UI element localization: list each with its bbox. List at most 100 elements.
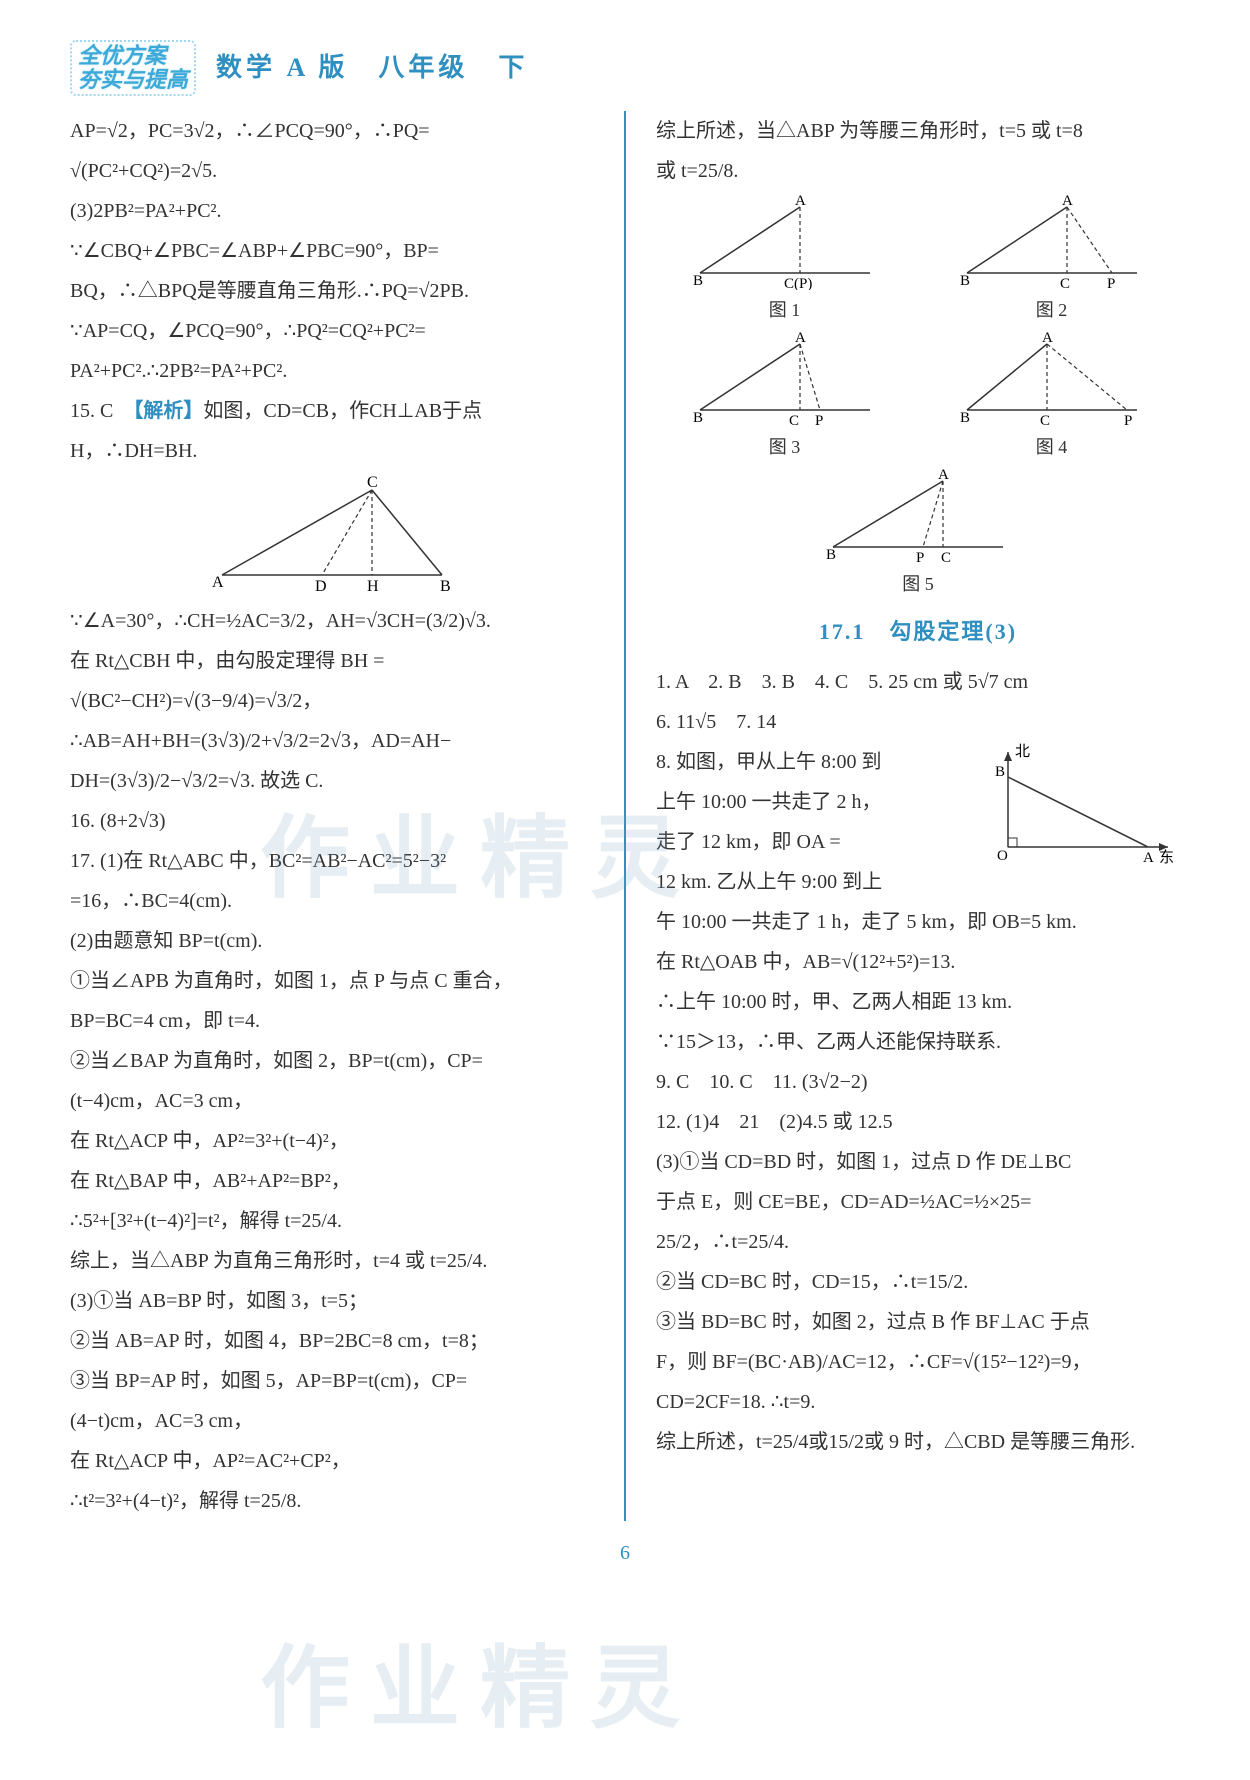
logo-line1: 全优方案 bbox=[78, 44, 188, 68]
r-p21: CD=2CF=18. ∴t=9. bbox=[656, 1382, 1180, 1422]
l-p29: ③当 BP=AP 时，如图 5，AP=BP=t(cm)，CP= bbox=[70, 1361, 594, 1401]
svg-text:P: P bbox=[916, 550, 924, 564]
page-number: 6 bbox=[70, 1533, 1180, 1573]
svg-text:D: D bbox=[315, 578, 327, 595]
svg-text:C: C bbox=[941, 550, 951, 564]
fig5-label: 图 5 bbox=[818, 566, 1018, 602]
figure-4: B A C P 图 4 bbox=[952, 332, 1152, 465]
svg-text:B: B bbox=[960, 410, 970, 426]
header-title: 数学 A 版 八年级 下 bbox=[216, 42, 528, 94]
figs-row-3: B A C P 图 5 bbox=[656, 469, 1180, 602]
r-p5: 8. 如图，甲从上午 8:00 到 bbox=[656, 742, 972, 782]
r-p17: 25/2，∴t=25/4. bbox=[656, 1222, 1180, 1262]
analysis-tag: 【解析】 bbox=[133, 400, 203, 422]
page-header: 全优方案 夯实与提高 数学 A 版 八年级 下 bbox=[70, 40, 1180, 96]
logo-line2: 夯实与提高 bbox=[78, 68, 188, 92]
q15-num: 15. C bbox=[70, 400, 133, 422]
l-p4: ∵∠CBQ+∠PBC=∠ABP+∠PBC=90°，BP= bbox=[70, 231, 594, 271]
svg-text:B: B bbox=[960, 273, 970, 289]
l-p9: H，∴DH=BH. bbox=[70, 431, 594, 471]
fig4-label: 图 4 bbox=[952, 429, 1152, 465]
l-p23: 在 Rt△ACP 中，AP²=3²+(t−4)²， bbox=[70, 1121, 594, 1161]
svg-text:北: 北 bbox=[1015, 743, 1030, 760]
svg-text:C: C bbox=[1040, 413, 1050, 427]
q15-rest: 如图，CD=CB，作CH⊥AB于点 bbox=[203, 400, 482, 422]
l-p31: 在 Rt△ACP 中，AP²=AC²+CP²， bbox=[70, 1441, 594, 1481]
l-p7: PA²+PC².∴2PB²=PA²+PC². bbox=[70, 351, 594, 391]
r-p20: F，则 BF=(BC·AB)/AC=12，∴CF=√(15²−12²)=9， bbox=[656, 1342, 1180, 1382]
l-p12: √(BC²−CH²)=√(3−9/4)=√3/2， bbox=[70, 681, 594, 721]
r-p15: (3)①当 CD=BD 时，如图 1，过点 D 作 DE⊥BC bbox=[656, 1142, 1180, 1182]
r-p1: 综上所述，当△ABP 为等腰三角形时，t=5 或 t=8 bbox=[656, 111, 1180, 151]
l-p19: ①当∠APB 为直角时，如图 1，点 P 与点 C 重合， bbox=[70, 961, 594, 1001]
watermark-2: 作业精灵 bbox=[260, 1600, 700, 1780]
r-p9: 午 10:00 一共走了 1 h，走了 5 km，即 OB=5 km. bbox=[656, 902, 1180, 942]
figure-2: B A C P 图 2 bbox=[952, 195, 1152, 328]
l-p10: ∵∠A=30°，∴CH=½AC=3/2，AH=√3CH=(3/2)√3. bbox=[70, 601, 594, 641]
r-p8: 12 km. 乙从上午 9:00 到上 bbox=[656, 862, 972, 902]
svg-text:P: P bbox=[1124, 413, 1132, 427]
l-p17: =16，∴BC=4(cm). bbox=[70, 881, 594, 921]
svg-text:H: H bbox=[367, 578, 379, 595]
svg-text:B: B bbox=[693, 273, 703, 289]
l-p2: √(PC²+CQ²)=2√5. bbox=[70, 151, 594, 191]
l-p24: 在 Rt△BAP 中，AB²+AP²=BP²， bbox=[70, 1161, 594, 1201]
l-p18: (2)由题意知 BP=t(cm). bbox=[70, 921, 594, 961]
fig3-label: 图 3 bbox=[685, 429, 885, 465]
l-p32: ∴t²=3²+(4−t)²，解得 t=25/8. bbox=[70, 1481, 594, 1521]
svg-text:A: A bbox=[212, 574, 224, 591]
svg-text:B: B bbox=[826, 547, 836, 563]
svg-text:B: B bbox=[995, 764, 1005, 780]
r-p19: ③当 BD=BC 时，如图 2，过点 B 作 BF⊥AC 于点 bbox=[656, 1302, 1180, 1342]
l-p22: (t−4)cm，AC=3 cm， bbox=[70, 1081, 594, 1121]
r-p11: ∴上午 10:00 时，甲、乙两人相距 13 km. bbox=[656, 982, 1180, 1022]
l-p26: 综上，当△ABP 为直角三角形时，t=4 或 t=25/4. bbox=[70, 1241, 594, 1281]
figure-15-row: A D H B C bbox=[70, 475, 594, 597]
l-p3: (3)2PB²=PA²+PC². bbox=[70, 191, 594, 231]
l-p13: ∴AB=AH+BH=(3√3)/2+√3/2=2√3，AD=AH− bbox=[70, 721, 594, 761]
svg-text:B: B bbox=[693, 410, 703, 426]
svg-text:A: A bbox=[1062, 195, 1073, 209]
content-columns: AP=√2，PC=3√2，∴∠PCQ=90°，∴PQ= √(PC²+CQ²)=2… bbox=[70, 111, 1180, 1521]
l-p20: BP=BC=4 cm，即 t=4. bbox=[70, 1001, 594, 1041]
l-p28: ②当 AB=AP 时，如图 4，BP=2BC=8 cm，t=8； bbox=[70, 1321, 594, 1361]
svg-text:C: C bbox=[789, 413, 799, 427]
svg-text:东: 东 bbox=[1159, 849, 1174, 866]
svg-text:B: B bbox=[440, 578, 451, 595]
svg-text:A: A bbox=[1042, 332, 1053, 346]
column-divider bbox=[624, 111, 626, 1521]
l-p21: ②当∠BAP 为直角时，如图 2，BP=t(cm)，CP= bbox=[70, 1041, 594, 1081]
svg-text:A: A bbox=[795, 332, 806, 346]
r-p18: ②当 CD=BC 时，CD=15，∴t=15/2. bbox=[656, 1262, 1180, 1302]
svg-text:P: P bbox=[815, 413, 823, 427]
l-p1: AP=√2，PC=3√2，∴∠PCQ=90°，∴PQ= bbox=[70, 111, 594, 151]
r-p14: 12. (1)4 21 (2)4.5 或 12.5 bbox=[656, 1102, 1180, 1142]
r-p6: 上午 10:00 一共走了 2 h， bbox=[656, 782, 972, 822]
l-p15: 16. (8+2√3) bbox=[70, 801, 594, 841]
section-title: 17.1 勾股定理(3) bbox=[656, 610, 1180, 654]
svg-text:A: A bbox=[938, 469, 949, 483]
figs-row-1: B A C(P) 图 1 B A C P 图 2 bbox=[656, 195, 1180, 328]
r-p16: 于点 E，则 CE=BE，CD=AD=½AC=½×25= bbox=[656, 1182, 1180, 1222]
r-p10: 在 Rt△OAB 中，AB=√(12²+5²)=13. bbox=[656, 942, 1180, 982]
svg-text:C: C bbox=[367, 475, 378, 491]
l-p5: BQ，∴△BPQ是等腰直角三角形.∴PQ=√2PB. bbox=[70, 271, 594, 311]
figs-row-2: B A C P 图 3 B A C P 图 4 bbox=[656, 332, 1180, 465]
svg-text:C(P): C(P) bbox=[784, 276, 812, 290]
figure-1: B A C(P) 图 1 bbox=[685, 195, 885, 328]
svg-text:C: C bbox=[1060, 276, 1070, 290]
l-p30: (4−t)cm，AC=3 cm， bbox=[70, 1401, 594, 1441]
r-p7: 走了 12 km，即 OA = bbox=[656, 822, 972, 862]
fig2-label: 图 2 bbox=[952, 292, 1152, 328]
right-column: 综上所述，当△ABP 为等腰三角形时，t=5 或 t=8 或 t=25/8. B… bbox=[656, 111, 1180, 1521]
fig1-label: 图 1 bbox=[685, 292, 885, 328]
l-p8: 15. C 【解析】如图，CD=CB，作CH⊥AB于点 bbox=[70, 391, 594, 431]
figure-8: O A B 北 东 bbox=[980, 742, 1180, 869]
figure-3: B A C P 图 3 bbox=[685, 332, 885, 465]
l-p27: (3)①当 AB=BP 时，如图 3，t=5； bbox=[70, 1281, 594, 1321]
triangle-chd-svg: A D H B C bbox=[202, 475, 462, 595]
svg-text:A: A bbox=[1143, 850, 1154, 866]
l-p14: DH=(3√3)/2−√3/2=√3. 故选 C. bbox=[70, 761, 594, 801]
l-p16: 17. (1)在 Rt△ABC 中，BC²=AB²−AC²=5²−3² bbox=[70, 841, 594, 881]
svg-text:A: A bbox=[795, 195, 806, 209]
